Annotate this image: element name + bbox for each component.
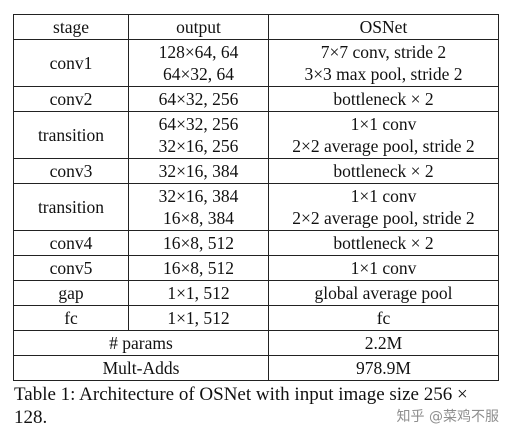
output-line: 64×32, 256 [158, 89, 239, 109]
table-row-params: # params 2.2M [13, 330, 499, 356]
osnet-line: bottleneck × 2 [333, 89, 434, 109]
output-cell: 16×8, 512 [128, 230, 269, 256]
osnet-cell: 1×1 conv 2×2 average pool, stride 2 [268, 111, 499, 159]
osnet-line: 3×3 max pool, stride 2 [304, 64, 463, 84]
stage-cell: conv1 [13, 39, 129, 87]
output-cell: 1×1, 512 [128, 280, 269, 306]
table-header-row: stage output OSNet [13, 14, 499, 40]
osnet-line: 1×1 conv [350, 186, 417, 206]
table-row-conv3: conv3 32×16, 384 bottleneck × 2 [13, 158, 499, 184]
table-caption: Table 1: Architecture of OSNet with inpu… [14, 384, 468, 428]
architecture-table: stage output OSNet conv1 128×64, 64 64×3… [13, 14, 499, 381]
summary-value: 2.2M [268, 330, 499, 356]
output-line: 32×16, 384 [158, 186, 239, 206]
table-row-conv4: conv4 16×8, 512 bottleneck × 2 [13, 230, 499, 256]
stage-cell: conv4 [13, 230, 129, 256]
output-line: 1×1, 512 [167, 283, 230, 303]
osnet-line: 1×1 conv [350, 114, 417, 134]
stage-cell: conv3 [13, 158, 129, 184]
stage-cell: transition [13, 111, 129, 159]
summary-label: # params [13, 330, 269, 356]
output-line: 32×16, 256 [158, 136, 239, 156]
osnet-line: fc [376, 308, 391, 328]
table-row-transition-2: transition 32×16, 384 16×8, 384 1×1 conv… [13, 183, 499, 231]
output-cell: 1×1, 512 [128, 305, 269, 331]
osnet-cell: bottleneck × 2 [268, 158, 499, 184]
header-output: output [128, 14, 269, 40]
osnet-line: 2×2 average pool, stride 2 [292, 136, 475, 156]
osnet-line: global average pool [314, 283, 453, 303]
osnet-cell: bottleneck × 2 [268, 86, 499, 112]
table-row-gap: gap 1×1, 512 global average pool [13, 280, 499, 306]
osnet-cell: 1×1 conv 2×2 average pool, stride 2 [268, 183, 499, 231]
table-row-mult-adds: Mult-Adds 978.9M [13, 355, 499, 381]
osnet-cell: 7×7 conv, stride 2 3×3 max pool, stride … [268, 39, 499, 87]
output-cell: 32×16, 384 [128, 158, 269, 184]
output-line: 16×8, 384 [162, 208, 235, 228]
output-line: 1×1, 512 [167, 308, 230, 328]
table-row-conv1: conv1 128×64, 64 64×32, 64 7×7 conv, str… [13, 39, 499, 87]
osnet-line: 1×1 conv [350, 258, 417, 278]
output-cell: 64×32, 256 32×16, 256 [128, 111, 269, 159]
watermark-text: 知乎 @菜鸡不服 [394, 406, 501, 426]
osnet-line: 2×2 average pool, stride 2 [292, 208, 475, 228]
stage-cell: transition [13, 183, 129, 231]
output-cell: 16×8, 512 [128, 255, 269, 281]
osnet-cell: global average pool [268, 280, 499, 306]
osnet-cell: fc [268, 305, 499, 331]
output-line: 64×32, 64 [162, 64, 235, 84]
stage-cell: conv2 [13, 86, 129, 112]
stage-cell: conv5 [13, 255, 129, 281]
table-row-fc: fc 1×1, 512 fc [13, 305, 499, 331]
output-line: 16×8, 512 [162, 233, 235, 253]
stage-cell: gap [13, 280, 129, 306]
output-cell: 64×32, 256 [128, 86, 269, 112]
stage-cell: fc [13, 305, 129, 331]
table-row-transition-1: transition 64×32, 256 32×16, 256 1×1 con… [13, 111, 499, 159]
osnet-line: bottleneck × 2 [333, 161, 434, 181]
output-line: 32×16, 384 [158, 161, 239, 181]
architecture-table-container: stage output OSNet conv1 128×64, 64 64×3… [13, 14, 499, 381]
osnet-cell: bottleneck × 2 [268, 230, 499, 256]
table-row-conv5: conv5 16×8, 512 1×1 conv [13, 255, 499, 281]
header-stage: stage [13, 14, 129, 40]
summary-value: 978.9M [268, 355, 499, 381]
output-line: 64×32, 256 [158, 114, 239, 134]
output-line: 16×8, 512 [162, 258, 235, 278]
table-row-conv2: conv2 64×32, 256 bottleneck × 2 [13, 86, 499, 112]
osnet-line: 7×7 conv, stride 2 [320, 42, 447, 62]
osnet-line: bottleneck × 2 [333, 233, 434, 253]
summary-label: Mult-Adds [13, 355, 269, 381]
osnet-cell: 1×1 conv [268, 255, 499, 281]
output-cell: 32×16, 384 16×8, 384 [128, 183, 269, 231]
output-line: 128×64, 64 [158, 42, 239, 62]
output-cell: 128×64, 64 64×32, 64 [128, 39, 269, 87]
header-osnet: OSNet [268, 14, 499, 40]
